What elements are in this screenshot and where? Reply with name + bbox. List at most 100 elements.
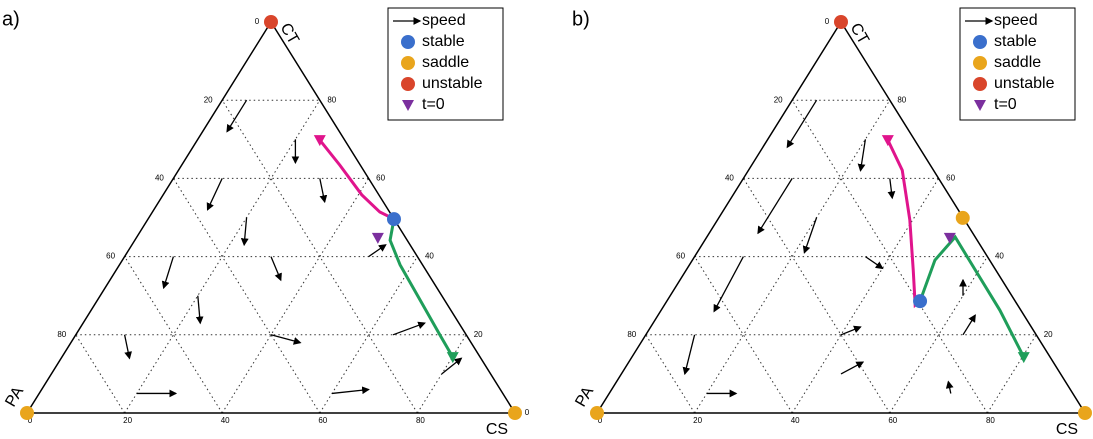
bottom-tick-label: 80 <box>416 416 425 425</box>
grid-line <box>124 256 223 414</box>
field-arrow <box>331 386 370 395</box>
vertex-label: CS <box>486 421 508 438</box>
fixed-point <box>386 212 401 227</box>
right-tick-label: 60 <box>946 174 955 183</box>
right-tick-label: 0 <box>525 408 530 417</box>
left-tick-label: 80 <box>57 330 66 339</box>
left-tick-label: 60 <box>676 252 685 261</box>
vertex-label: CT <box>277 20 303 47</box>
panel-label: a) <box>2 8 20 30</box>
right-tick-label: 40 <box>425 252 434 261</box>
start-marker <box>371 232 384 244</box>
trajectory-start <box>446 352 459 364</box>
legend-marker <box>401 56 415 70</box>
legend-label: stable <box>994 33 1037 50</box>
field-arrow <box>802 217 818 254</box>
field-arrow <box>123 334 132 360</box>
vertex-label: CS <box>1056 421 1078 438</box>
field-arrow <box>270 334 302 345</box>
left-tick-label: 20 <box>204 95 213 104</box>
trajectory-start <box>881 135 894 147</box>
grid-line <box>791 99 988 414</box>
grid-line <box>645 334 696 414</box>
legend-marker <box>974 100 986 111</box>
ternary-panel: a) 0 0 0 20 20 20 40 40 40 60 60 60 80 80 80 CT PA CS speed… <box>2 7 530 438</box>
bottom-tick-label: 60 <box>888 416 897 425</box>
left-tick-label: 80 <box>627 330 636 339</box>
grid-line <box>742 178 891 414</box>
field-arrow <box>887 178 896 200</box>
grid-line <box>319 256 418 414</box>
field-arrow <box>270 256 282 282</box>
grid-line <box>791 178 940 414</box>
field-arrow <box>840 325 862 336</box>
legend-marker <box>973 35 987 49</box>
grid-line <box>221 178 370 414</box>
trajectory-start <box>313 135 326 147</box>
ternary-panel: b)000202020404040606060808080CTPACSspeed… <box>572 7 1092 438</box>
right-tick-label: 80 <box>327 95 336 104</box>
field-arrow <box>713 256 744 313</box>
field-arrow <box>441 357 463 375</box>
fixed-point <box>508 406 522 420</box>
fixed-point <box>1078 406 1092 420</box>
trajectory <box>886 139 921 309</box>
field-arrow <box>240 217 249 247</box>
grid-line <box>172 178 321 414</box>
field-arrow <box>319 178 328 204</box>
right-tick-label: 20 <box>1044 330 1053 339</box>
trajectory <box>388 218 455 358</box>
legend-label: speed <box>422 12 466 29</box>
left-tick-label: 20 <box>774 95 783 104</box>
grid-line <box>694 256 793 414</box>
field-arrow <box>195 295 204 325</box>
legend-label: stable <box>422 33 465 50</box>
vertex-label: PA <box>2 384 27 410</box>
start-marker <box>943 232 956 244</box>
field-arrow <box>786 99 818 149</box>
grid-line <box>124 99 321 414</box>
fixed-point <box>913 294 928 309</box>
left-tick-label: 0 <box>825 17 830 26</box>
grid-line <box>986 334 1037 414</box>
grid-line <box>889 256 988 414</box>
vertex-label: CT <box>847 20 873 47</box>
left-tick-label: 40 <box>725 174 734 183</box>
bottom-tick-label: 0 <box>28 416 33 425</box>
right-tick-label: 20 <box>474 330 483 339</box>
legend-label: unstable <box>994 75 1055 92</box>
bottom-tick-label: 40 <box>791 416 800 425</box>
field-arrow <box>945 380 954 394</box>
bottom-tick-label: 40 <box>221 416 230 425</box>
fixed-point <box>955 210 970 225</box>
vertex-label: PA <box>572 384 597 410</box>
left-tick-label: 40 <box>155 174 164 183</box>
legend-label: unstable <box>422 75 483 92</box>
grid-line <box>221 99 418 414</box>
bottom-tick-label: 20 <box>693 416 702 425</box>
grid-line <box>75 334 126 414</box>
trajectory <box>318 139 395 221</box>
legend-label: speed <box>994 12 1038 29</box>
field-arrow <box>865 256 884 270</box>
right-tick-label: 40 <box>995 252 1004 261</box>
field-arrow <box>226 99 248 133</box>
fixed-point <box>834 15 848 29</box>
bottom-tick-label: 0 <box>598 416 603 425</box>
field-arrow <box>161 256 175 290</box>
panel-label: b) <box>572 8 590 30</box>
legend-label: saddle <box>994 54 1041 71</box>
field-arrow <box>368 244 387 258</box>
field-arrow <box>857 139 867 172</box>
fixed-point <box>20 406 34 420</box>
fixed-point <box>264 15 278 29</box>
bottom-tick-label: 80 <box>986 416 995 425</box>
field-arrow <box>962 314 976 336</box>
field-arrow <box>206 178 223 211</box>
legend-marker <box>401 35 415 49</box>
legend-marker <box>973 77 987 91</box>
fixed-point <box>590 406 604 420</box>
grid-line <box>694 99 891 414</box>
legend-marker <box>973 56 987 70</box>
bottom-tick-label: 60 <box>318 416 327 425</box>
